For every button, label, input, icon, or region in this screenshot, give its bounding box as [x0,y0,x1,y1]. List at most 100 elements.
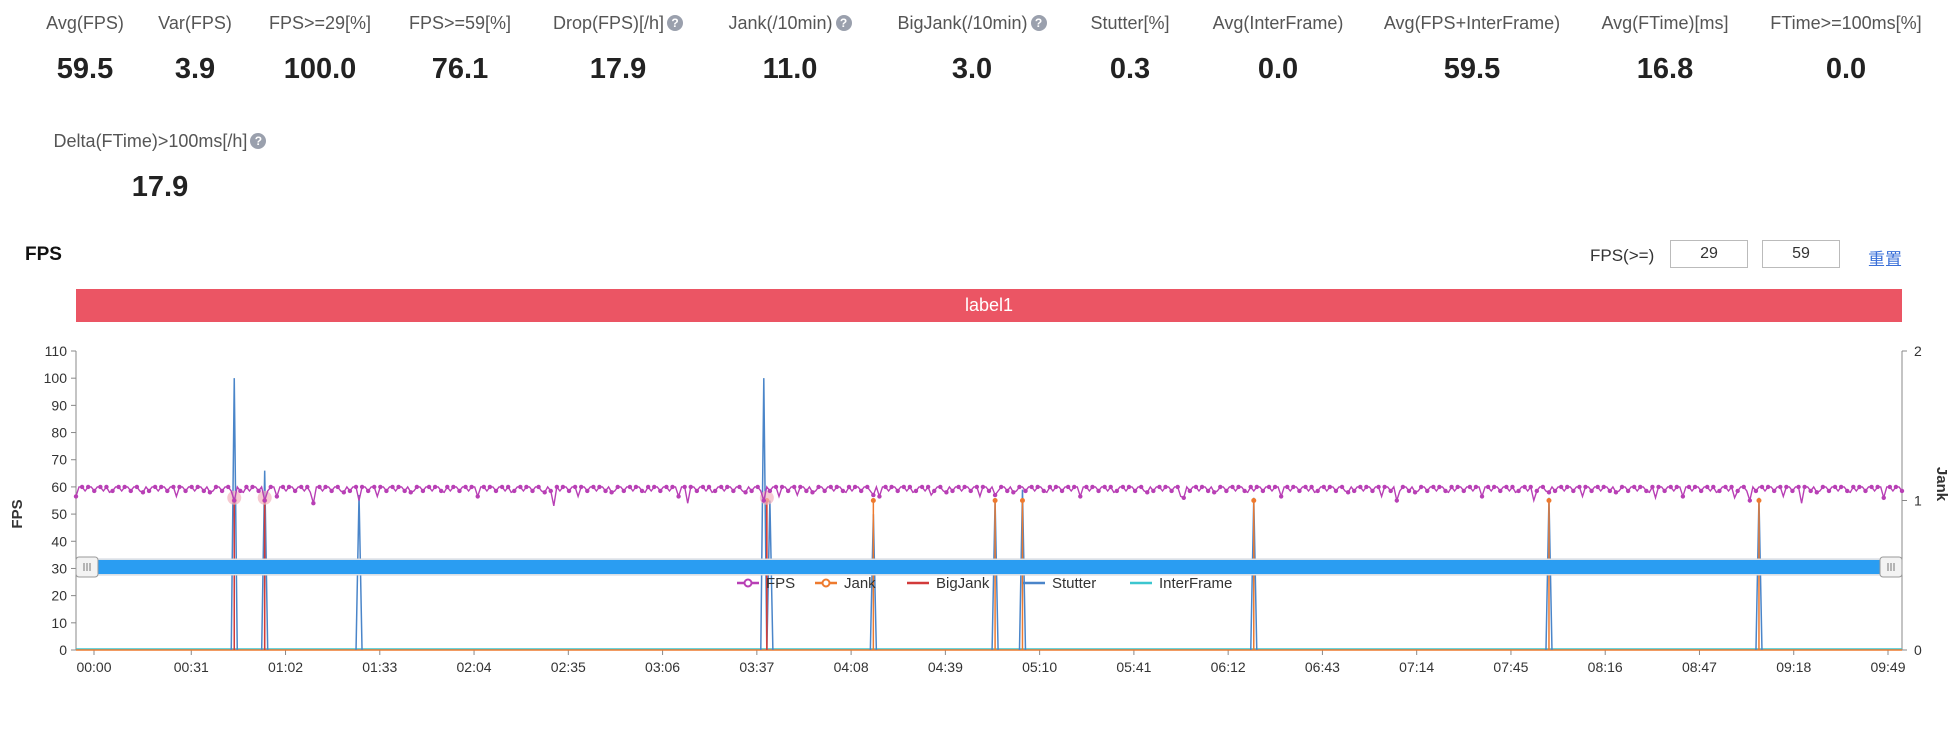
fps-point [1674,484,1679,490]
fps-point [1601,484,1606,490]
fps-point [1394,498,1400,503]
fps-point [1662,488,1667,494]
fps-point [980,484,986,490]
help-icon[interactable]: ? [835,15,852,31]
fps-point [1266,484,1272,490]
fps-point [1138,484,1144,490]
fps-point [1814,490,1819,495]
fps-point [834,484,840,490]
x-tick-label: 02:04 [457,659,492,675]
metric-label-text: Stutter[%] [1090,13,1170,33]
fps-point [493,488,499,494]
fps-point [1443,488,1448,494]
fps-point [1802,484,1807,490]
metric-label-text: FPS>=29[%] [268,13,372,33]
fps-point [1412,490,1418,495]
fps-point [402,488,407,494]
fps-point [1625,488,1631,494]
fps-point [384,488,389,494]
fps-point [560,484,566,490]
jank-point [1019,498,1025,503]
zoom-slider-range[interactable] [88,560,1890,574]
y-tick-label: 10 [51,615,67,631]
fps-point [134,484,140,490]
stutter-spike [1018,489,1027,651]
y-axis-right-title: Jank [1933,467,1950,502]
fps-point [743,490,748,495]
fps-point [420,488,426,494]
y-tick-label: 30 [51,560,67,576]
x-tick-label: 09:49 [1870,659,1905,675]
y-right-tick-label: 2 [1914,343,1922,359]
fps-point [1589,488,1594,494]
metric-tile: Delta(FTime)>100ms[/h]? 17.9 [50,130,270,204]
y-axis-title: FPS [9,499,26,528]
fps-point [792,484,797,490]
fps-point [250,484,255,490]
reset-button[interactable]: 重置 [1868,250,1902,269]
metric-value: 0.0 [1257,53,1299,85]
fps-point [1145,490,1150,495]
fps-point [633,484,639,490]
metric-value: 16.8 [1636,53,1694,85]
help-icon[interactable]: ? [1030,15,1047,31]
fps-point [390,484,395,490]
x-tick-label: 07:14 [1399,659,1434,675]
fps-point [1650,484,1655,490]
fps-point [1120,484,1126,490]
fps-point [1065,484,1071,490]
metric-label: FTime>=100ms[%] [1770,12,1921,34]
legend-label: FPS [766,575,795,592]
fps-point [317,484,322,490]
fps-point [1698,488,1704,494]
x-tick-label: 07:45 [1493,659,1528,675]
fps-point [1832,484,1838,490]
metric-label: Avg(InterFrame) [1213,12,1344,34]
fps-point [1729,484,1734,490]
x-tick-label: 02:35 [551,659,586,675]
fps-point [1285,484,1290,490]
fps-point [700,484,706,490]
fps-point [1717,488,1722,494]
fps-point [737,484,742,490]
legend-marker-jank [821,578,831,588]
help-icon[interactable]: ? [667,15,684,31]
x-tick-label: 01:02 [268,659,303,675]
y-tick-label: 100 [44,370,68,386]
fps-low-threshold-input[interactable] [1670,240,1748,268]
fps-point [1418,484,1424,490]
fps-point [524,484,529,490]
fps-high-threshold-input[interactable] [1762,240,1840,268]
fps-point [1011,490,1016,495]
fps-point [1765,484,1771,490]
fps-point [408,490,413,495]
fps-point [1808,488,1813,494]
fps-point [1826,488,1832,494]
fps-point [627,484,633,490]
fps-point [238,488,243,494]
metric-tile: FPS>=29[%] 100.0 [210,12,430,86]
metric-label-text: Jank(/10min) [728,13,833,33]
fps-point [213,484,219,490]
fps-point [767,488,773,494]
fps-point [1619,484,1625,490]
fps-point [1540,484,1546,490]
y-tick-label: 110 [45,343,68,359]
fps-point [810,490,815,495]
jank-point [1251,498,1257,503]
fps-point [597,484,602,490]
fps-point [457,488,462,494]
jank-point [870,498,876,503]
metric-label-text: Avg(FPS+InterFrame) [1383,13,1561,33]
x-tick-label: 00:31 [174,659,209,675]
metric-label: Jank(/10min)? [728,12,852,34]
fps-point [1881,495,1886,500]
fps-point [171,484,176,490]
fps-point [1491,484,1497,490]
fps-point [1321,484,1326,490]
x-tick-label: 08:16 [1588,659,1623,675]
fps-point [804,488,809,494]
fps-point [968,488,973,494]
metric-tile: FPS>=59[%] 76.1 [350,12,570,86]
help-icon[interactable]: ? [250,133,267,149]
